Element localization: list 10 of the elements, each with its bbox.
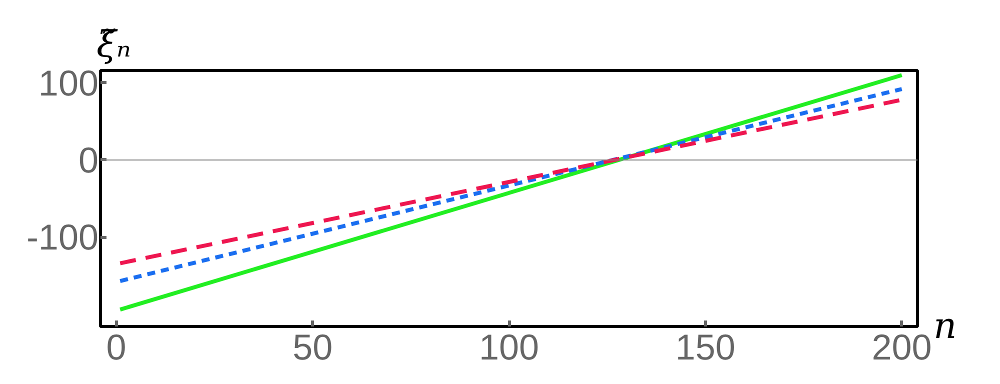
x-tick-label: 100 (478, 326, 540, 368)
y-tick-label: -100 (26, 216, 99, 258)
x-tick-label: 150 (675, 326, 736, 368)
y-tick-label: 0 (78, 139, 99, 180)
x-tick-label: 200 (872, 326, 932, 368)
x-tick-label: 0 (106, 326, 126, 368)
y-axis-title: ξ̃ₙ (96, 24, 131, 66)
y-tick-label: 100 (38, 62, 99, 104)
x-axis-title: n (934, 306, 957, 347)
x-tick-label: 50 (292, 326, 333, 368)
